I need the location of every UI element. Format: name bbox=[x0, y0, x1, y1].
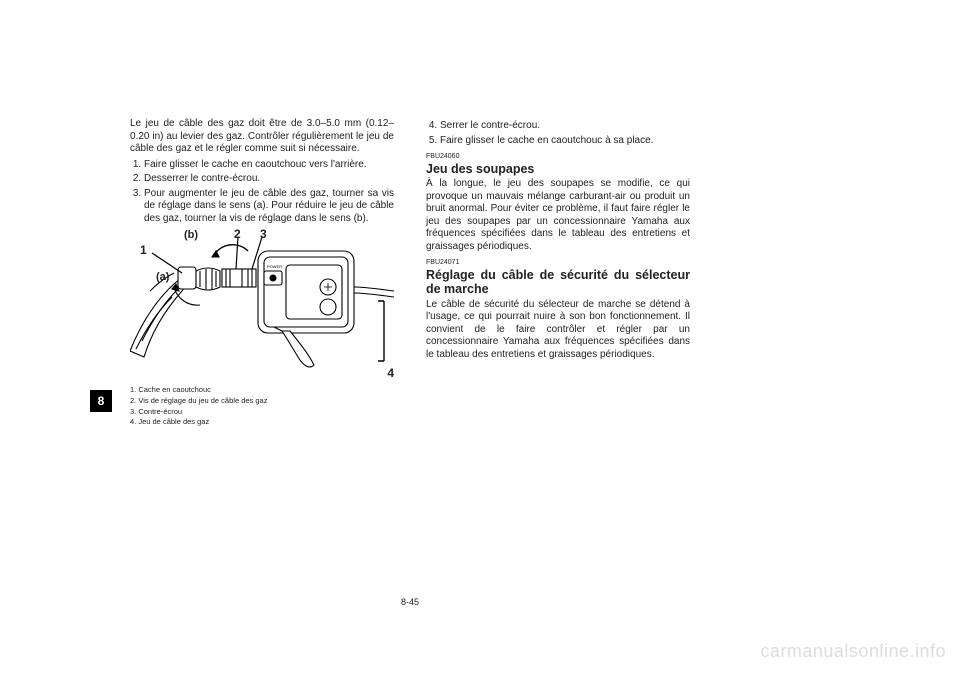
caption-line-1: 1. Cache en caoutchouc bbox=[130, 385, 394, 395]
figure-caption: 1. Cache en caoutchouc 2. Vis de réglage… bbox=[130, 385, 394, 427]
step-2: Desserrer le contre-écrou. bbox=[144, 173, 394, 186]
section-code-1: FBU24060 bbox=[426, 153, 690, 162]
section-body-selector: Le câble de sécurité du sélecteur de mar… bbox=[426, 299, 690, 362]
callout-3: 3 bbox=[260, 227, 267, 242]
page-number: 8-45 bbox=[130, 597, 690, 608]
callout-1: 1 bbox=[140, 243, 147, 258]
caption-line-3: 3. Contre-écrou bbox=[130, 407, 394, 417]
section-title-valves: Jeu des soupapes bbox=[426, 162, 690, 176]
power-label: POWER bbox=[267, 264, 282, 269]
chapter-number: 8 bbox=[98, 394, 105, 409]
manual-page: 8 Le jeu de câble des gaz doit être de 3… bbox=[130, 118, 690, 608]
section-body-valves: À la longue, le jeu des soupapes se modi… bbox=[426, 178, 690, 253]
procedure-list: Faire glisser le cache en caoutchouc ver… bbox=[130, 159, 394, 226]
direction-a: (a) bbox=[156, 271, 169, 285]
step-5: Faire glisser le cache en caoutchouc à s… bbox=[440, 135, 690, 148]
direction-b: (b) bbox=[184, 229, 198, 243]
throttle-diagram: POWER 1 2 3 4 (b) (a) bbox=[130, 231, 394, 381]
left-column: Le jeu de câble des gaz doit être de 3.0… bbox=[130, 118, 394, 428]
callout-2: 2 bbox=[234, 227, 241, 242]
throttle-diagram-svg: POWER bbox=[130, 231, 394, 381]
procedure-list-cont: Serrer le contre-écrou. Faire glisser le… bbox=[426, 120, 690, 147]
step-3: Pour augmenter le jeu de câble des gaz, … bbox=[144, 188, 394, 226]
right-column: Serrer le contre-écrou. Faire glisser le… bbox=[426, 118, 690, 428]
figure-container: POWER 1 2 3 4 (b) (a) 1. Cache en caoutc… bbox=[130, 231, 394, 427]
section-title-selector: Réglage du câble de sécurité du sélecteu… bbox=[426, 268, 690, 297]
caption-line-2: 2. Vis de réglage du jeu de câble des ga… bbox=[130, 396, 394, 406]
section-code-2: FBU24071 bbox=[426, 259, 690, 268]
callout-4: 4 bbox=[387, 366, 394, 381]
chapter-tab: 8 bbox=[90, 390, 112, 412]
intro-paragraph: Le jeu de câble des gaz doit être de 3.0… bbox=[130, 118, 394, 156]
step-1: Faire glisser le cache en caoutchouc ver… bbox=[144, 159, 394, 172]
watermark-text: carmanualsonline.info bbox=[760, 641, 946, 662]
caption-line-4: 4. Jeu de câble des gaz bbox=[130, 417, 394, 427]
two-column-layout: Le jeu de câble des gaz doit être de 3.0… bbox=[130, 118, 690, 428]
step-4: Serrer le contre-écrou. bbox=[440, 120, 690, 133]
